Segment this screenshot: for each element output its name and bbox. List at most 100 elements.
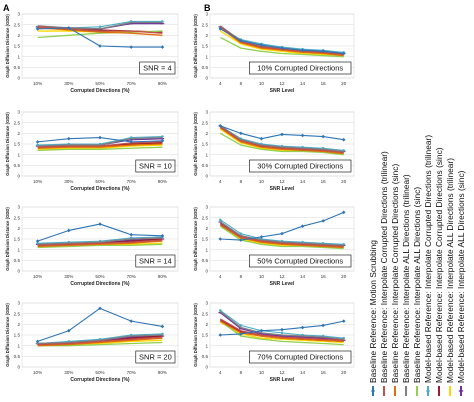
y-tick-label: 1 [205,247,208,252]
data-point [98,44,102,48]
y-tick-label: 3 [205,205,208,210]
y-tick-label: 0.5 [202,354,209,359]
y-tick-label: 1.5 [202,333,209,338]
data-point [160,324,165,329]
y-tick-label: 2 [17,33,20,38]
y-tick-label: 2.5 [14,22,21,27]
series-line-4 [37,146,163,152]
data-point [321,219,325,223]
data-point [218,124,223,128]
x-tick-label: 14 [300,274,306,279]
y-tick-label: 1 [205,152,208,157]
x-tick-label: 8 [240,179,243,184]
series-line-7 [37,144,163,150]
series-line-2 [37,240,163,248]
x-axis-label: Corrupted Directions (%) [70,281,130,287]
y-tick-label: 1 [17,54,20,59]
y-tick-label: 2 [205,131,208,136]
panel-caption-box [135,254,176,268]
panel-caption: SNR = 10 [139,162,172,171]
panel-label-b: B [204,3,211,13]
data-point [259,235,264,239]
data-point [35,27,40,31]
panel-caption-box [139,61,176,75]
y-tick-label: 1 [17,152,20,157]
x-tick-label: 12 [279,179,285,184]
x-tick-label: 10 [259,179,265,184]
panel-caption-box [249,350,352,364]
x-tick-label: 8 [240,81,243,86]
y-tick-label: 1.5 [14,333,21,338]
series-line-4 [37,341,163,347]
series-line-7 [219,30,344,57]
y-axis-label: Graph Diffusion Distance (GDD) [193,303,198,367]
y-tick-label: 2 [17,322,20,327]
series-line-1 [219,223,344,248]
y-tick-label: 2 [205,226,208,231]
data-point [160,45,165,49]
x-tick-label: 12 [279,274,285,279]
series-line-4 [37,243,163,249]
data-point [160,234,165,238]
panel-caption-box [249,254,352,268]
legend-label: Model-based Reference: Interpolate ALL D… [456,170,466,383]
x-tick-label: 20 [341,81,347,86]
x-tick-label: 50% [95,370,104,375]
x-tick-label: 50% [95,274,104,279]
y-tick-label: 3 [205,110,208,115]
series-line-4 [219,320,344,346]
data-point [341,51,346,56]
y-tick-label: 3 [17,205,20,210]
y-tick-label: 1.5 [14,44,21,49]
x-tick-label: 4 [219,179,222,184]
panel-caption-box [135,159,176,173]
legend-label: Model-based Reference: Interpolate Corru… [434,147,444,383]
y-tick-label: 3 [17,12,20,17]
x-tick-label: 50% [95,81,104,86]
y-tick-label: 1 [205,343,208,348]
y-tick-label: 2.5 [202,22,209,27]
y-tick-label: 2 [205,322,208,327]
x-tick-label: 14 [300,179,306,184]
x-tick-label: 16 [321,81,327,86]
legend-label: Baseline Reference: Interpolate ALL Dire… [412,187,422,383]
x-tick-label: 16 [321,179,327,184]
panel-caption: 10% Corrupted Directions [257,64,343,73]
data-point [259,136,264,141]
panel-caption: SNR = 4 [143,64,172,73]
series-line-1 [37,141,163,148]
data-point [35,140,40,144]
y-tick-label: 3 [205,301,208,306]
series-line-3 [37,136,163,147]
data-point [239,324,243,327]
data-point [98,25,102,29]
data-point [280,231,284,236]
x-tick-label: 16 [321,274,327,279]
data-point [218,218,222,222]
series-line-2 [37,27,163,36]
series-line-3 [37,21,163,30]
series-line-2 [219,127,344,155]
y-axis-label: Graph Diffusion Distance (GDD) [193,112,198,176]
data-point [129,319,133,323]
legend-entry-3: Baseline Reference: Interpolate ALL Dire… [401,174,411,396]
x-tick-label: 30% [64,370,73,375]
data-point [218,237,223,241]
legend-entry-0: Baseline Reference: Motion Scrubbing [368,240,378,396]
y-tick-label: 2.5 [202,215,209,220]
panel-caption: 70% Corrupted Directions [257,353,343,362]
y-tick-label: 1 [17,247,20,252]
y-axis-label: Graph Diffusion Distance (GDD) [5,14,10,78]
y-tick-label: 1.5 [202,44,209,49]
series-line-2 [37,337,163,347]
data-point [67,228,71,233]
x-tick-label: 20 [341,179,347,184]
legend-entry-1: Baseline Reference: Interpolate Corrupte… [379,151,389,396]
data-point [218,27,223,31]
panel-caption: SNR = 14 [139,257,172,266]
x-tick-label: 14 [300,370,306,375]
data-point [239,232,243,235]
y-tick-label: 0 [17,365,20,370]
series-line-2 [37,143,163,149]
